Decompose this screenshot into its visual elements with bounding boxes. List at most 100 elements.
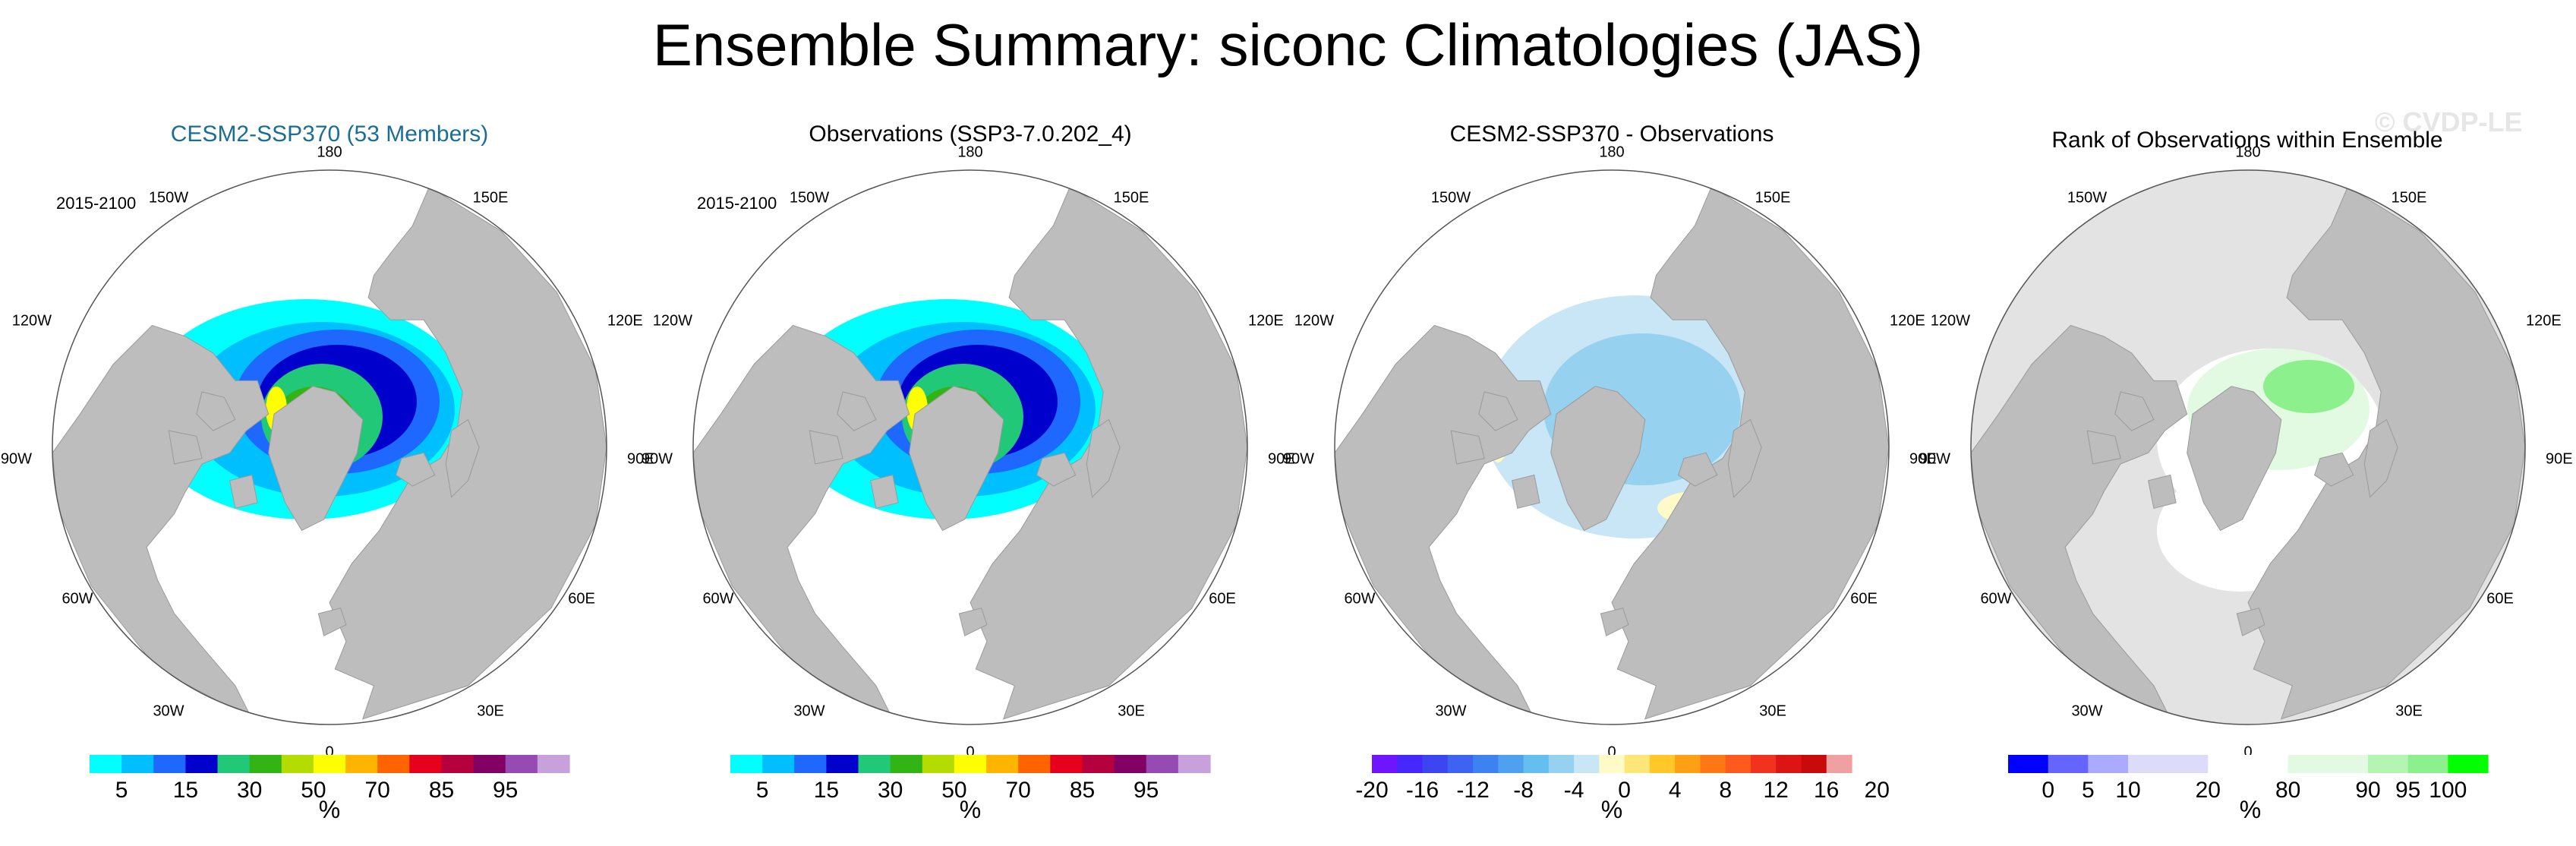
- land-svalbard: [1678, 452, 1718, 487]
- colorbar-label: 85: [429, 778, 454, 803]
- colorbar-label: -8: [1513, 778, 1534, 803]
- colorbar-label: 80: [2275, 778, 2300, 803]
- land-iceland: [2236, 608, 2265, 636]
- colorbar-box: [2288, 755, 2328, 773]
- lon-label: 30W: [1435, 702, 1466, 719]
- land-greenland: [909, 386, 1004, 532]
- lon-label: 90W: [1283, 450, 1314, 467]
- lon-label: 30E: [1759, 702, 1786, 719]
- land-novaya: [445, 418, 480, 498]
- colorbar-label: 15: [814, 778, 839, 803]
- colorbar-box: [2168, 755, 2209, 773]
- colorbar-label: 16: [1814, 778, 1839, 803]
- colorbar-box: [2088, 755, 2129, 773]
- colorbar-box: [153, 755, 186, 773]
- land-arch1: [2114, 391, 2155, 431]
- panel-2-border: [692, 169, 1248, 725]
- colorbar-box: [1675, 755, 1701, 773]
- panel-4-title: Rank of Observations within Ensemble: [2051, 128, 2443, 153]
- colorbar-box: [2128, 755, 2169, 773]
- lon-label: 150W: [149, 189, 188, 206]
- colorbar-box: [986, 755, 1019, 773]
- colorbar-box: [730, 755, 763, 773]
- colorbar-box: [1146, 755, 1179, 773]
- panel-2-map: 180 150E 120E 90E 60E 30E 0 30W 60W 90W 120W 150W: [642, 144, 1295, 760]
- lon-label: 120W: [653, 312, 692, 329]
- panel-4-map: 180 150E 120E 90E 60E 30E 0 30W 60W 90W 120W 150W: [1919, 144, 2573, 760]
- colorbar-box: [473, 755, 506, 773]
- colorbar-box: [313, 755, 346, 773]
- panel-2-units: %: [959, 796, 982, 823]
- land-arch1: [837, 391, 877, 431]
- lon-label: 120E: [2526, 312, 2562, 329]
- colorbar-label: 5: [115, 778, 128, 803]
- colorbar-label: 85: [1070, 778, 1095, 803]
- colorbar-box: [2248, 755, 2289, 773]
- lon-label: 150W: [2067, 189, 2107, 206]
- colorbar-label: 100: [2429, 778, 2467, 803]
- colorbar-label: 12: [1764, 778, 1789, 803]
- colorbar-label: -20: [1355, 778, 1388, 803]
- colorbar-box: [954, 755, 987, 773]
- lon-label: 60W: [702, 590, 733, 607]
- colorbar-label: 90: [2355, 778, 2380, 803]
- colorbar-box: [409, 755, 443, 773]
- colorbar-box: [1801, 755, 1827, 773]
- lon-label: 60E: [2486, 590, 2514, 607]
- panel-4-units: %: [2239, 796, 2262, 823]
- colorbar-label: 30: [878, 778, 903, 803]
- colorbar-label: 95: [2395, 778, 2420, 803]
- lon-label: 180: [1599, 144, 1624, 160]
- lon-label: 150E: [2392, 189, 2427, 206]
- lon-label: 60E: [1209, 590, 1236, 607]
- colorbar-label: 50: [941, 778, 966, 803]
- colorbar-box: [441, 755, 475, 773]
- lon-label: 150E: [473, 189, 509, 206]
- land-iceland: [1600, 608, 1629, 636]
- colorbar-box: [2008, 755, 2049, 773]
- land-svalbard: [396, 452, 436, 487]
- panel-2-title: Observations (SSP3-7.0.202_4): [809, 122, 1132, 147]
- colorbar-label: 0: [1618, 778, 1631, 803]
- colorbar-box: [1624, 755, 1651, 773]
- panel-2-colorbar: 5 15 30 50 70 85 95: [730, 755, 1211, 803]
- colorbar-box: [1178, 755, 1211, 773]
- panel-1-colorbar: 5 15 30 50 70 85 95: [90, 755, 570, 803]
- panel-3-title: CESM2-SSP370 - Observations: [1449, 122, 1774, 147]
- lon-label: 0: [966, 743, 974, 760]
- land-arch2: [168, 430, 203, 465]
- colorbar-box: [217, 755, 251, 773]
- lon-label: 120E: [607, 312, 643, 329]
- colorbar-label: 10: [2115, 778, 2140, 803]
- colorbar-box: [185, 755, 219, 773]
- colorbar-label: 8: [1719, 778, 1732, 803]
- land-greenland: [2187, 386, 2282, 532]
- lon-label: 180: [2235, 144, 2260, 160]
- panel-1-units: %: [318, 796, 341, 823]
- colorbar-label: -12: [1456, 778, 1489, 803]
- lon-label: 60W: [1344, 590, 1375, 607]
- colorbar-box: [890, 755, 923, 773]
- land-iceland: [317, 608, 347, 636]
- lon-label: 90E: [1909, 450, 1937, 467]
- colorbar-box: [1050, 755, 1083, 773]
- colorbar-box: [345, 755, 378, 773]
- lon-label: 150W: [790, 189, 829, 206]
- colorbar-label: 30: [237, 778, 262, 803]
- colorbar-box: [1082, 755, 1115, 773]
- lon-label: 30E: [1118, 702, 1145, 719]
- colorbar-label: 4: [1669, 778, 1682, 803]
- land-greenland: [268, 386, 364, 532]
- colorbar-box: [922, 755, 955, 773]
- colorbar-box: [121, 755, 154, 773]
- colorbar-label: 20: [1865, 778, 1890, 803]
- lon-label: 90E: [627, 450, 654, 467]
- lon-label: 150E: [1114, 189, 1149, 206]
- panel-1-map: 180 150E 120E 90E 60E 30E 0 30W 60W 90W 120W 150W: [1, 144, 654, 760]
- panel-3-map: 180 150E 120E 90E 60E 30E 0 30W 60W 90W 120W 150W: [1283, 144, 1937, 760]
- panel-2-period: 2015-2100: [697, 194, 777, 213]
- colorbar-box: [537, 755, 570, 773]
- panel-4-colorbar: 0 5 10 20 80 90 95 100: [2008, 755, 2489, 803]
- colorbar-box: [858, 755, 891, 773]
- land-arch3: [1512, 474, 1540, 509]
